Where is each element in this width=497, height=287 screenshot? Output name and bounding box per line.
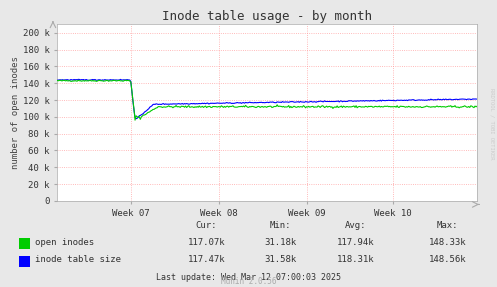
Text: RRDTOOL / TOBI OETIKER: RRDTOOL / TOBI OETIKER [490, 88, 495, 159]
Text: Max:: Max: [436, 221, 458, 230]
Text: Cur:: Cur: [195, 221, 217, 230]
Text: 31.18k: 31.18k [265, 238, 297, 247]
Title: Inode table usage - by month: Inode table usage - by month [162, 10, 372, 23]
Text: 117.47k: 117.47k [187, 255, 225, 264]
Text: Min:: Min: [270, 221, 292, 230]
Text: open inodes: open inodes [35, 238, 94, 247]
Text: 118.31k: 118.31k [336, 255, 374, 264]
Y-axis label: number of open inodes: number of open inodes [11, 56, 20, 169]
Text: Avg:: Avg: [344, 221, 366, 230]
Text: 148.56k: 148.56k [428, 255, 466, 264]
Text: 148.33k: 148.33k [428, 238, 466, 247]
Text: 31.58k: 31.58k [265, 255, 297, 264]
Text: inode table size: inode table size [35, 255, 121, 264]
Text: Munin 2.0.56: Munin 2.0.56 [221, 277, 276, 286]
Text: Last update: Wed Mar 12 07:00:03 2025: Last update: Wed Mar 12 07:00:03 2025 [156, 273, 341, 282]
Text: 117.07k: 117.07k [187, 238, 225, 247]
Text: 117.94k: 117.94k [336, 238, 374, 247]
